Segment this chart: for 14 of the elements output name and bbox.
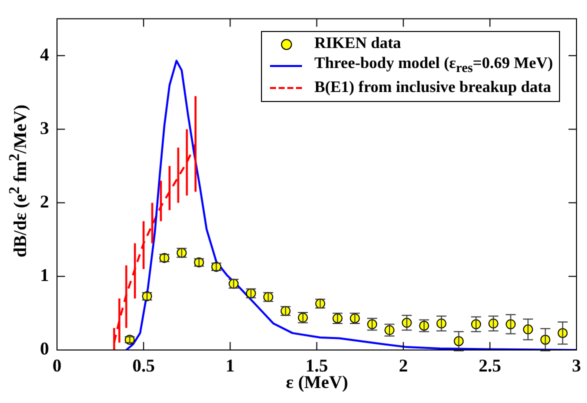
y-tick-label: 2 (40, 191, 49, 212)
y-tick-label: 0 (40, 338, 49, 359)
x-tick-label: 0.5 (132, 355, 155, 376)
x-tick-label: 2 (398, 355, 408, 376)
legend-label: Three-body model (ε$_{res}$=0.69 MeV) (314, 54, 553, 78)
y-tick-label: 3 (40, 118, 49, 138)
legend-label: B(E1) from inclusive breakup data (314, 78, 552, 98)
y-tick-label: 1 (40, 265, 49, 286)
x-tick-label: 3 (572, 355, 581, 376)
x-tick-label: 2.5 (478, 355, 502, 376)
legend-label: RIKEN data (314, 34, 402, 54)
x-tick-label: 1 (226, 355, 235, 376)
y-tick-label: 4 (40, 44, 49, 64)
x-tick-label: 0 (52, 355, 62, 376)
